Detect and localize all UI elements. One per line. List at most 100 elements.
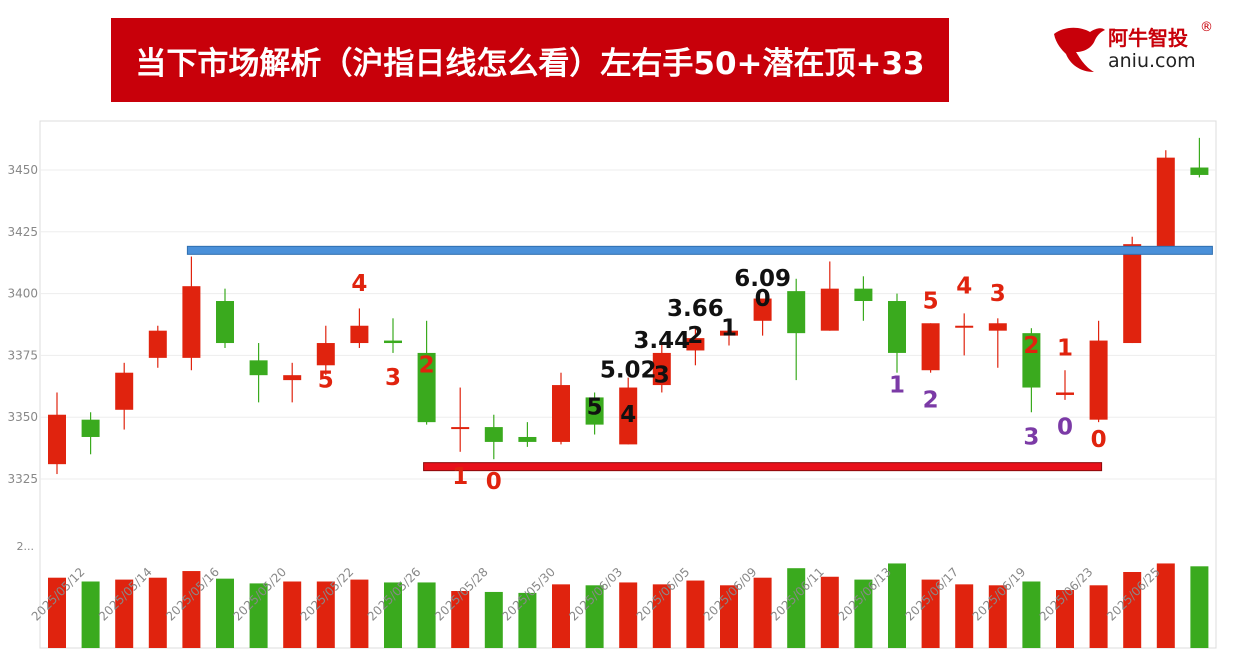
candle-body	[619, 387, 638, 445]
y-tick-label: 3350	[7, 410, 38, 424]
logo-url: aniu.com	[1108, 50, 1196, 72]
volume-bar	[518, 592, 537, 648]
count-annotation: 4	[351, 271, 367, 297]
candle-body	[888, 301, 906, 353]
candle-body	[451, 427, 470, 430]
count-annotation: 5	[318, 368, 334, 394]
volume-bar	[1022, 581, 1041, 648]
count-annotation: 0	[755, 286, 771, 312]
candle-body	[921, 323, 940, 371]
volume-bar	[1056, 590, 1074, 648]
volume-bar	[249, 583, 268, 648]
y-tick-label: 3400	[7, 287, 38, 301]
volume-bar	[652, 584, 671, 648]
volume-bar	[451, 591, 470, 648]
candle-body	[484, 427, 503, 442]
candle-body	[81, 419, 100, 437]
candle-body	[787, 291, 806, 334]
candle-body	[585, 397, 604, 425]
count-annotation: 5.02	[600, 358, 657, 384]
count-annotation: 3	[654, 363, 670, 389]
count-annotation: 0	[1091, 427, 1107, 453]
volume-bar	[283, 581, 302, 648]
y-tick-label: 3375	[7, 348, 38, 362]
volume-bar	[921, 579, 940, 648]
logo-name: 阿牛智投	[1108, 26, 1188, 50]
count-annotation: 3	[385, 365, 401, 391]
volume-bar	[1156, 563, 1175, 648]
page-title: 当下市场解析（沪指日线怎么看）左右手50+潜在顶+33	[111, 18, 949, 102]
volume-bar	[820, 576, 839, 648]
count-annotation: 1	[721, 316, 737, 342]
count-annotation: 3.44	[633, 328, 690, 354]
candle-body	[115, 372, 134, 410]
count-annotation: 4	[620, 402, 636, 428]
candle-body	[148, 330, 167, 358]
count-annotation: 0	[1057, 415, 1073, 441]
candle-body	[384, 340, 402, 344]
volume-bar	[753, 577, 772, 648]
volume-bar	[686, 580, 705, 648]
count-annotation: 2	[1023, 333, 1039, 359]
count-annotation: 1	[452, 464, 468, 490]
volume-bar	[787, 568, 806, 648]
volume-bar	[1123, 572, 1142, 648]
candle-body	[316, 343, 335, 366]
volume-bar	[484, 591, 503, 648]
candle-body	[753, 298, 772, 321]
volume-bar	[720, 585, 738, 648]
candle-body	[552, 385, 570, 442]
candle-body	[820, 288, 839, 331]
y-tick-label: 3425	[7, 225, 38, 239]
volume-bar	[384, 582, 402, 648]
y-tick-label: 3325	[7, 472, 38, 486]
volume-bar	[48, 577, 66, 648]
volume-bar	[619, 582, 638, 648]
volume-axis-label: 2...	[17, 540, 35, 553]
count-annotation: 2	[419, 353, 435, 379]
candle-body	[518, 436, 537, 442]
volume-bar	[552, 584, 570, 648]
volume-bar	[216, 578, 234, 648]
candle-body	[216, 301, 234, 344]
count-annotation: 3	[1023, 424, 1039, 450]
volume-bar	[350, 579, 369, 648]
volume-bar	[1190, 566, 1209, 648]
count-annotation: 5	[923, 288, 939, 314]
count-annotation: 3	[990, 281, 1006, 307]
volume-bar	[888, 563, 906, 648]
volume-bar	[417, 582, 436, 648]
volume-bar	[148, 577, 167, 648]
candle-body	[350, 325, 369, 344]
brand-logo: 阿牛智投 ® aniu.com	[1050, 20, 1230, 80]
count-annotation: 5	[587, 395, 603, 421]
volume-bar	[854, 579, 873, 648]
candle-body	[720, 330, 738, 336]
candle-body	[48, 414, 66, 465]
resistance-line	[186, 245, 1213, 255]
count-annotation: 1	[1057, 335, 1073, 361]
volume-bar	[316, 581, 335, 648]
count-annotation: 2	[687, 323, 703, 349]
logo-registered-mark: ®	[1200, 20, 1213, 35]
candle-body	[1089, 340, 1108, 420]
candle-body	[854, 288, 873, 302]
candle-body	[1123, 244, 1142, 344]
count-annotation: 0	[486, 469, 502, 495]
volume-bar	[182, 571, 201, 648]
candle-body	[652, 352, 671, 386]
candle-body	[1190, 167, 1209, 175]
candle-body	[988, 323, 1007, 331]
volume-bar	[1089, 585, 1108, 648]
candle-body	[182, 286, 201, 358]
volume-bar	[988, 585, 1007, 648]
candle-body	[686, 338, 705, 351]
count-annotation: 6.09	[734, 266, 791, 292]
candle-body	[1056, 392, 1074, 395]
candle-body	[955, 325, 974, 328]
count-annotation: 1	[889, 372, 905, 398]
candle-body	[1022, 333, 1041, 388]
volume-bar	[81, 581, 100, 648]
